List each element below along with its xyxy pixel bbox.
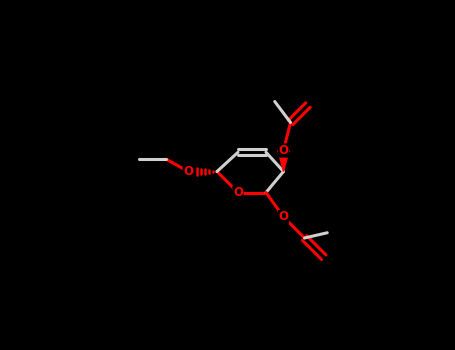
Text: O: O bbox=[278, 210, 288, 224]
Text: O: O bbox=[278, 144, 288, 157]
Polygon shape bbox=[278, 150, 289, 172]
Text: O: O bbox=[183, 165, 193, 178]
Text: O: O bbox=[233, 186, 243, 199]
